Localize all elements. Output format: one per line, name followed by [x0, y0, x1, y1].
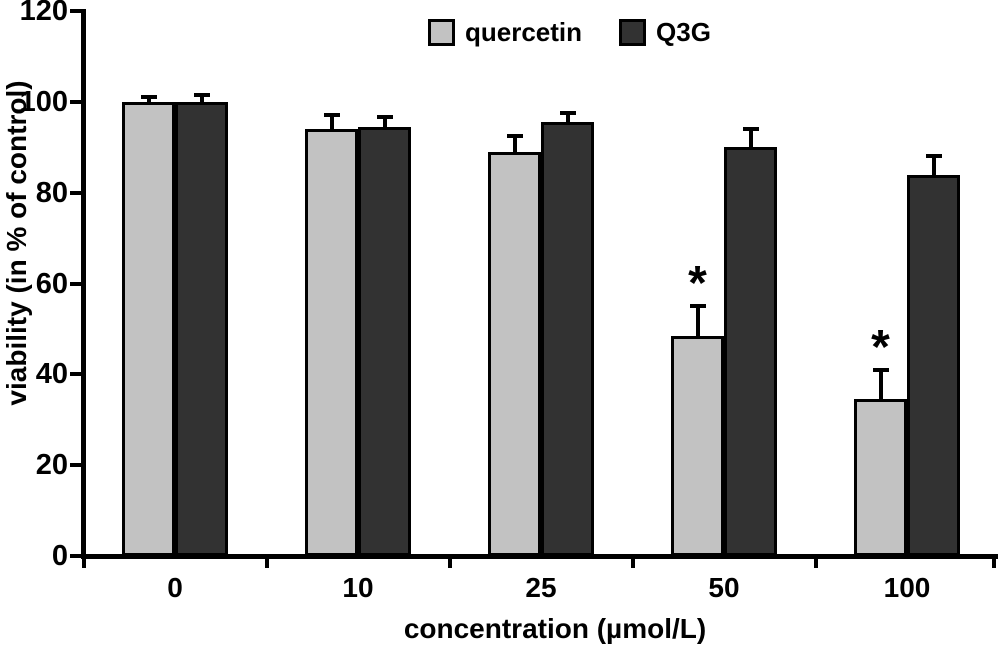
y-tick-40 — [70, 372, 81, 377]
x-axis-title: concentration (µmol/L) — [403, 613, 707, 644]
y-axis-title: viability (in % of control) — [1, 80, 32, 406]
y-tick-100 — [70, 99, 81, 104]
error-bar-cap-quercetin-0 — [140, 95, 157, 100]
x-tick-label-100: 100 — [883, 572, 931, 603]
y-tick-label-60: 60 — [35, 267, 68, 300]
legend-swatch-quercetin-icon — [428, 19, 455, 46]
legend-label-q3g: Q3G — [656, 17, 711, 47]
error-bar-Q3G-0 — [199, 92, 204, 105]
legend-item-q3g: Q3G — [619, 19, 711, 46]
legend-swatch-q3g-icon — [619, 19, 647, 46]
x-tick-label-25: 25 — [525, 572, 557, 603]
bar-Q3G-0 — [175, 101, 228, 556]
y-tick-120 — [70, 9, 81, 13]
bar-quercetin-0 — [122, 101, 175, 556]
y-tick-label-80: 80 — [35, 176, 68, 209]
bar-quercetin-10 — [305, 129, 358, 556]
x-tick-0 — [81, 559, 86, 568]
error-bar-cap-Q3G-0 — [193, 92, 210, 97]
error-bar-cap-quercetin-25 — [506, 133, 523, 138]
y-tick-label-40: 40 — [35, 358, 68, 391]
error-bar-Q3G-50 — [748, 126, 753, 151]
x-tick-label-50: 50 — [708, 572, 740, 603]
error-bar-cap-Q3G-100 — [925, 154, 942, 159]
bar-quercetin-50 — [671, 335, 724, 556]
error-bar-Q3G-10 — [382, 115, 387, 130]
y-tick-label-0: 0 — [51, 540, 68, 572]
y-tick-20 — [70, 463, 81, 468]
y-tick-0 — [70, 554, 81, 558]
x-tick-4 — [813, 559, 818, 568]
x-tick-label-10: 10 — [342, 572, 374, 603]
bar-quercetin-25 — [488, 151, 541, 556]
x-tick-1 — [264, 559, 269, 568]
y-tick-label-100: 100 — [19, 85, 68, 118]
error-bar-cap-Q3G-10 — [376, 115, 393, 120]
error-bar-cap-Q3G-25 — [559, 110, 576, 115]
error-bar-quercetin-25 — [512, 133, 517, 155]
x-tick-2 — [447, 559, 452, 568]
y-tick-60 — [70, 281, 81, 286]
y-tick-label-120: 120 — [19, 0, 68, 27]
y-tick-80 — [70, 190, 81, 195]
error-bar-cap-quercetin-10 — [323, 113, 340, 118]
bar-Q3G-100 — [907, 174, 960, 556]
error-bar-quercetin-100 — [878, 367, 883, 403]
error-bar-quercetin-0 — [146, 95, 151, 105]
error-bar-Q3G-25 — [565, 110, 570, 126]
bar-Q3G-25 — [541, 122, 594, 556]
y-tick-label-20: 20 — [35, 449, 68, 482]
legend-label-quercetin: quercetin — [465, 17, 583, 47]
error-bar-quercetin-50 — [695, 303, 700, 339]
x-tick-3 — [630, 559, 635, 568]
bar-quercetin-100 — [854, 399, 907, 556]
y-axis-line — [81, 9, 86, 559]
chart-legend: quercetin Q3G — [428, 19, 711, 46]
error-bar-cap-quercetin-50 — [689, 303, 706, 308]
significance-asterisk-quercetin-50: * — [688, 256, 707, 310]
error-bar-cap-Q3G-50 — [742, 126, 759, 131]
x-tick-5 — [992, 559, 996, 568]
bar-Q3G-10 — [358, 126, 411, 556]
error-bar-Q3G-100 — [931, 154, 936, 178]
x-axis-line — [81, 554, 998, 559]
significance-asterisk-quercetin-100: * — [871, 320, 890, 374]
error-bar-quercetin-10 — [329, 113, 334, 133]
bar-Q3G-50 — [724, 147, 777, 556]
error-bar-cap-quercetin-100 — [872, 367, 889, 372]
x-tick-label-0: 0 — [167, 572, 183, 603]
legend-item-quercetin: quercetin — [428, 19, 582, 46]
